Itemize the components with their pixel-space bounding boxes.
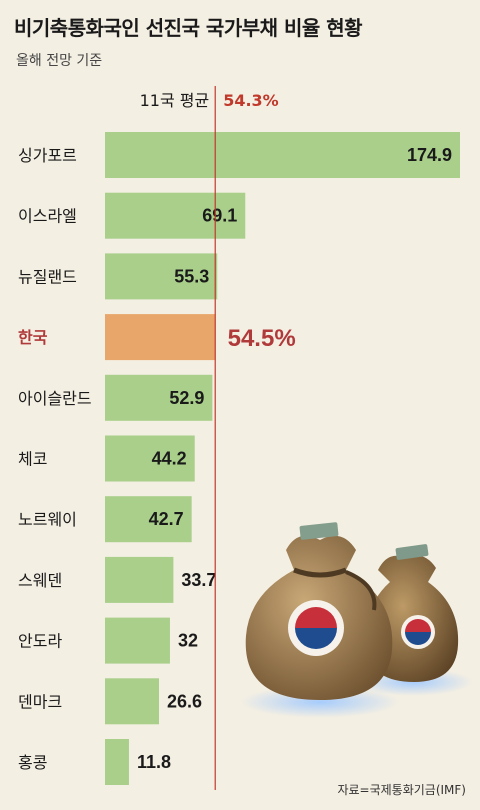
value-label: 11.8 xyxy=(137,752,171,772)
bar xyxy=(105,678,159,725)
bar xyxy=(105,617,170,664)
average-value: 54.3% xyxy=(223,91,279,110)
category-label: 한국 xyxy=(18,328,48,347)
value-label: 52.9 xyxy=(169,388,204,408)
chart-subtitle: 올해 전망 기준 xyxy=(16,53,103,69)
value-label: 32 xyxy=(178,631,198,651)
category-label: 이스라엘 xyxy=(18,207,77,226)
bar xyxy=(105,374,213,421)
value-label: 42.7 xyxy=(149,509,184,529)
bar xyxy=(105,496,192,543)
value-label: 55.3 xyxy=(174,266,209,286)
average-label: 11국 평균 xyxy=(140,91,210,110)
money-bags-illustration xyxy=(240,522,473,718)
source-note: 자료=국제통화기금(IMF) xyxy=(337,783,466,797)
category-label: 스웨덴 xyxy=(18,571,62,590)
category-label: 아이슬란드 xyxy=(18,389,92,408)
value-label: 33.7 xyxy=(181,570,216,590)
category-label: 덴마크 xyxy=(18,692,62,711)
chart-title: 비기축통화국인 선진국 국가부채 비율 현황 xyxy=(14,16,363,40)
category-label: 뉴질랜드 xyxy=(18,267,77,286)
value-label: 174.9 xyxy=(407,145,452,165)
bar xyxy=(105,253,218,300)
category-label: 체코 xyxy=(18,450,47,469)
bar xyxy=(105,192,246,239)
value-label: 54.5% xyxy=(228,325,296,352)
bar xyxy=(105,556,174,603)
category-label: 노르웨이 xyxy=(18,510,77,529)
bar xyxy=(105,435,195,482)
bar xyxy=(105,739,129,785)
category-label: 싱가포르 xyxy=(18,146,77,165)
value-label: 69.1 xyxy=(202,206,237,226)
value-label: 44.2 xyxy=(152,449,187,469)
bar xyxy=(105,314,216,361)
bar xyxy=(105,132,460,178)
value-label: 26.6 xyxy=(167,691,202,711)
category-label: 안도라 xyxy=(18,632,62,651)
category-label: 홍콩 xyxy=(18,753,47,772)
